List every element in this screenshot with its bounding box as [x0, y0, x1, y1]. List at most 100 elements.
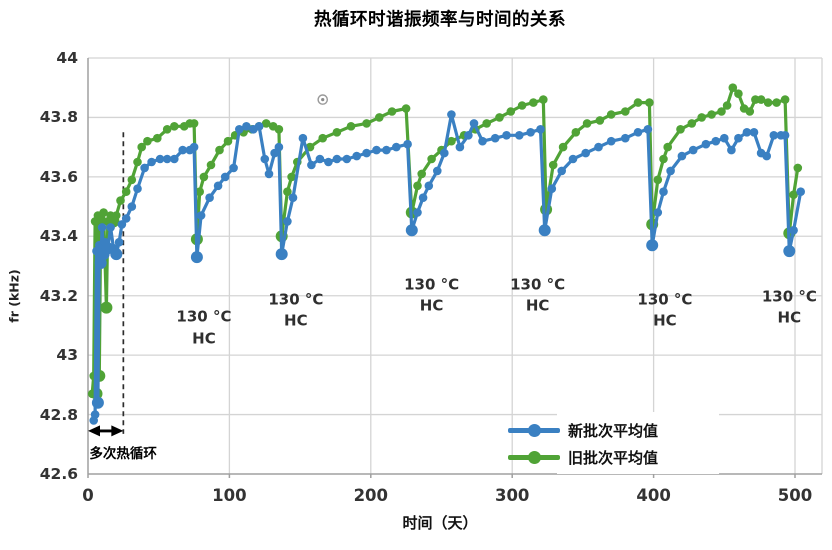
data-point [643, 125, 653, 134]
data-point [455, 142, 465, 152]
data-point [97, 223, 107, 232]
annotation-hc-label: 130 °C HC [762, 286, 817, 330]
data-point [99, 208, 108, 217]
data-point [235, 125, 244, 134]
data-point [659, 154, 668, 164]
data-point [372, 145, 381, 155]
data-point [469, 119, 479, 128]
data-point [464, 131, 473, 140]
data-point [229, 163, 238, 173]
data-point [199, 172, 209, 182]
data-point [189, 119, 199, 128]
y-tick-label: 44 [56, 49, 78, 67]
data-point [515, 131, 524, 140]
data-point [403, 139, 412, 149]
data-point [153, 133, 162, 143]
data-point [433, 166, 442, 176]
data-point [189, 142, 199, 152]
data-point [270, 148, 279, 158]
data-point [287, 172, 296, 182]
data-point [114, 237, 124, 247]
data-point [195, 187, 204, 196]
hc-label-temp: 130 °C [761, 286, 817, 305]
data-point [581, 148, 590, 158]
data-point [687, 119, 697, 128]
data-point [720, 133, 729, 143]
data-point [621, 133, 630, 143]
data-point [789, 190, 798, 199]
data-point [780, 95, 790, 104]
data-point [701, 139, 711, 149]
data-point [633, 98, 643, 107]
data-point [547, 184, 557, 193]
x-tick-label: 300 [494, 486, 530, 505]
data-point [342, 154, 352, 164]
data-point [413, 181, 422, 191]
data-point [91, 396, 104, 409]
data-point [133, 184, 142, 193]
data-point [666, 166, 675, 176]
legend-marker-old-batch [508, 451, 560, 464]
y-tick-label: 43 [56, 346, 78, 365]
data-point [223, 136, 233, 146]
data-point [307, 160, 316, 170]
legend-marker-new-batch [508, 424, 560, 437]
data-point [645, 98, 654, 107]
data-point [112, 211, 121, 220]
data-point [413, 208, 422, 217]
data-point [283, 217, 292, 226]
legend-label-old-batch: 旧批次平均值 [568, 448, 659, 467]
hc-label-cycle: HC [419, 296, 444, 315]
data-point [401, 104, 411, 113]
data-point [205, 193, 214, 202]
data-point [288, 193, 298, 202]
data-point [646, 239, 659, 252]
hc-label-temp: 130 °C [510, 274, 566, 293]
data-point [275, 248, 288, 261]
data-point [447, 136, 456, 146]
data-point [539, 95, 548, 104]
data-point [676, 125, 685, 134]
data-point [734, 133, 743, 143]
data-point [606, 110, 616, 119]
y-tick-label: 42.8 [39, 405, 78, 424]
data-point [796, 187, 805, 196]
data-point [274, 142, 284, 152]
data-point [621, 107, 630, 116]
data-point [538, 224, 551, 237]
x-tick-label: 0 [82, 486, 94, 505]
data-point [558, 142, 568, 152]
data-point [742, 128, 752, 137]
data-point [440, 148, 449, 158]
y-tick-label: 43.8 [39, 108, 78, 127]
x-tick-label: 100 [212, 486, 247, 505]
data-point [495, 113, 504, 122]
hc-label-temp: 130 °C [404, 274, 460, 293]
data-point [762, 151, 771, 161]
data-point [362, 148, 371, 158]
data-point [260, 154, 270, 164]
data-point [653, 208, 663, 217]
data-point [170, 154, 179, 164]
data-point [745, 107, 755, 116]
data-point [417, 169, 427, 179]
hc-label-cycle: HC [284, 311, 308, 330]
data-point [352, 151, 362, 161]
data-point [137, 142, 146, 152]
y-tick-label: 43.6 [39, 167, 78, 186]
data-point [663, 142, 672, 152]
data-point [213, 181, 223, 191]
data-point [140, 163, 149, 173]
data-point [697, 113, 706, 122]
data-point [283, 187, 292, 196]
data-point [722, 101, 732, 110]
data-point [517, 101, 527, 110]
data-point [490, 133, 500, 143]
data-point [482, 119, 492, 128]
hc-label-temp: 130 °C [637, 289, 693, 308]
data-point [633, 128, 643, 137]
data-point [526, 128, 535, 137]
data-point [707, 110, 716, 119]
